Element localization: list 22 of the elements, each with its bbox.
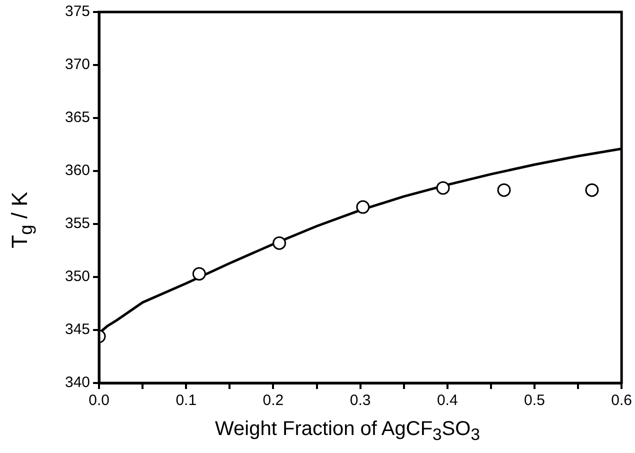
y-tick-label: 365: [64, 109, 90, 126]
point: [497, 183, 511, 197]
x-tick-label: 0.2: [262, 392, 284, 410]
y-tick-label: 360: [64, 162, 90, 180]
y-tick-label: 375: [64, 3, 90, 20]
point: [272, 236, 286, 250]
x-tick-label: 0.0: [88, 392, 110, 410]
y-tick-label: 355: [64, 215, 90, 232]
y-tick-label: 370: [64, 56, 90, 74]
point: [436, 181, 450, 195]
y-tick-label: 340: [64, 374, 90, 392]
x-axis-title: Weight Fraction of AgCF$_{3}$SO$_{3}$: [214, 418, 481, 445]
x-tick-label: 0.5: [524, 392, 545, 410]
point: [585, 183, 599, 197]
x-tick-label: 0.3: [350, 392, 371, 410]
y-tick-label: 345: [64, 321, 90, 338]
y-tick-label: 350: [64, 268, 90, 286]
point: [192, 267, 206, 281]
point: [356, 200, 370, 214]
x-tick-label: 0.6: [611, 392, 632, 410]
x-tick-label: 0.4: [436, 392, 458, 410]
x-tick-label: 0.1: [176, 392, 197, 410]
